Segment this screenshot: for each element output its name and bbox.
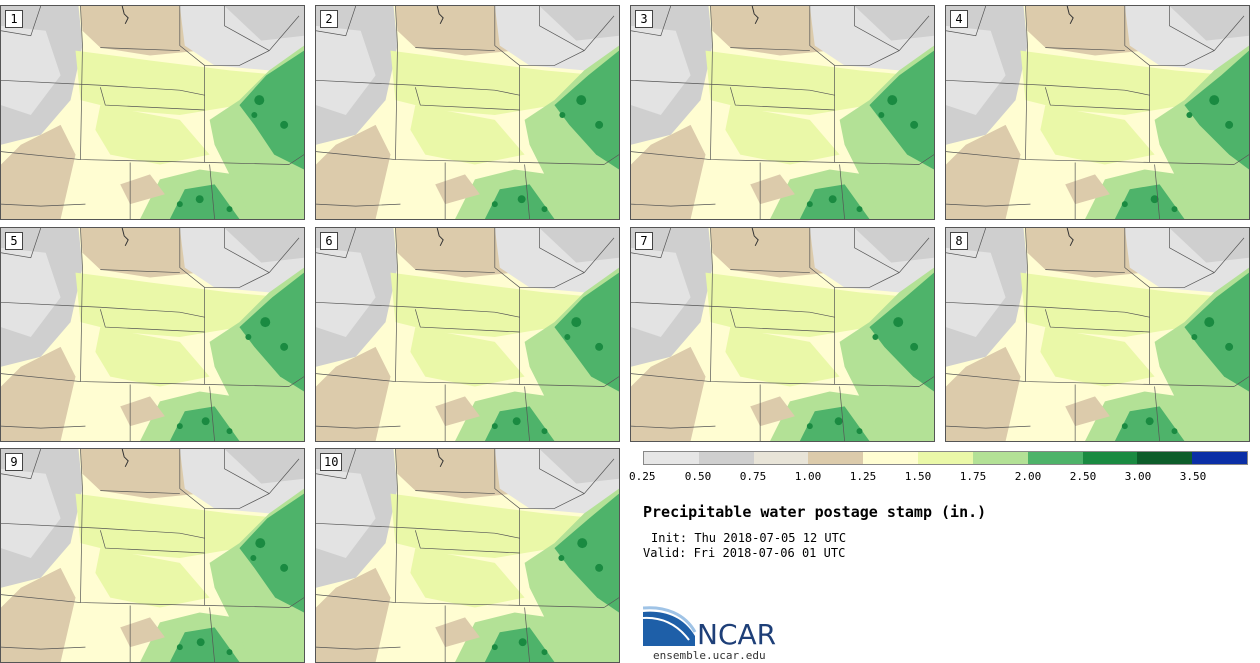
ensemble-member-panel: 8: [945, 227, 1250, 442]
website-url: ensemble.ucar.edu: [653, 649, 766, 662]
colorbar-segment: [808, 452, 864, 464]
colorbar-segment: [644, 452, 699, 464]
ensemble-member-panel: 6: [315, 227, 620, 442]
colorbar-tick-label: 0.25: [629, 470, 656, 483]
member-number-label: 8: [950, 232, 968, 250]
member-number-label: 6: [320, 232, 338, 250]
colorbar-tick-label: 2.00: [1014, 470, 1042, 483]
ensemble-member-panel: 9: [0, 448, 305, 663]
member-number-label: 7: [635, 232, 653, 250]
colorbar-segment: [918, 452, 973, 464]
colorbar-tick-labels: 0.25 0.50 0.75 1.00 1.25 1.50 1.75 2.00 2.50 3.00…: [629, 470, 1248, 484]
colorbar-tick-label: 1.25: [849, 470, 877, 483]
colorbar-segment: [863, 452, 919, 464]
member-number-label: 5: [5, 232, 23, 250]
ncar-logo-text: NCAR: [697, 618, 777, 651]
colorbar-tick-label: 3.00: [1124, 470, 1152, 483]
colorbar-segment: [1082, 452, 1138, 464]
colorbar-tick-label: 1.50: [904, 470, 932, 483]
member-number-label: 2: [320, 10, 338, 28]
ensemble-member-panel: 2: [315, 5, 620, 220]
member-number-label: 3: [635, 10, 653, 28]
colorbar-segment: [753, 452, 809, 464]
colorbar-tick-label: 1.00: [794, 470, 822, 483]
member-number-label: 1: [5, 10, 23, 28]
member-number-label: 4: [950, 10, 968, 28]
colorbar-tick-label: 0.50: [684, 470, 712, 483]
ensemble-member-panel: 1: [0, 5, 305, 220]
ncar-logo: [643, 606, 697, 646]
colorbar: [643, 451, 1248, 465]
figure-title: Precipitable water postage stamp (in.): [643, 503, 987, 521]
init-time: Init: Thu 2018-07-05 12 UTC: [651, 531, 847, 545]
colorbar-tick-label: 0.75: [739, 470, 767, 483]
ensemble-member-panel: 4: [945, 5, 1250, 220]
colorbar-segment: [1192, 452, 1247, 464]
member-number-label: 9: [5, 453, 23, 471]
colorbar-segment: [1027, 452, 1083, 464]
valid-time: Valid: Fri 2018-07-06 01 UTC: [643, 546, 846, 560]
ensemble-member-panel: 7: [630, 227, 935, 442]
colorbar-segment: [1137, 452, 1193, 464]
colorbar-tick-label: 2.50: [1069, 470, 1097, 483]
colorbar-tick-label: 3.50: [1179, 470, 1207, 483]
colorbar-tick-label: 1.75: [959, 470, 987, 483]
member-number-label: 10: [320, 453, 343, 471]
colorbar-segment: [972, 452, 1028, 464]
ensemble-member-panel: 5: [0, 227, 305, 442]
ensemble-member-panel: 3: [630, 5, 935, 220]
colorbar-segment: [698, 452, 754, 464]
ensemble-member-panel: 10: [315, 448, 620, 663]
